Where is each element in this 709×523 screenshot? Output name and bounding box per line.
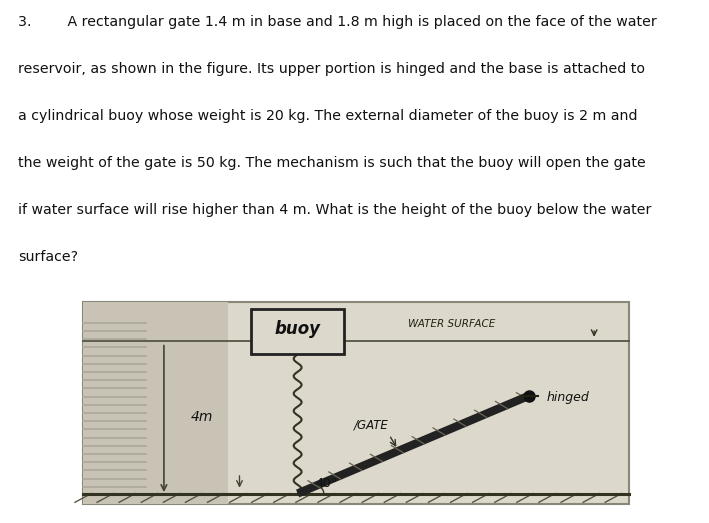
Text: /GATE: /GATE: [354, 419, 389, 432]
Bar: [251, 309, 344, 355]
Text: 3.        A rectangular gate 1.4 m in base and 1.8 m high is placed on the face : 3. A rectangular gate 1.4 m in base and …: [18, 15, 657, 29]
Text: the weight of the gate is 50 kg. The mechanism is such that the buoy will open t: the weight of the gate is 50 kg. The mec…: [18, 156, 645, 170]
Text: reservoir, as shown in the figure. Its upper portion is hinged and the base is a: reservoir, as shown in the figure. Its u…: [18, 62, 644, 76]
Text: WATER SURFACE: WATER SURFACE: [408, 319, 496, 328]
Text: if water surface will rise higher than 4 m. What is the height of the buoy below: if water surface will rise higher than 4…: [18, 203, 651, 217]
Text: buoy: buoy: [274, 321, 320, 338]
Text: 40°: 40°: [315, 477, 337, 490]
Bar: [82, 302, 228, 504]
Text: hinged: hinged: [547, 391, 589, 404]
Text: a cylindrical buoy whose weight is 20 kg. The external diameter of the buoy is 2: a cylindrical buoy whose weight is 20 kg…: [18, 109, 637, 123]
Text: 4m: 4m: [191, 411, 213, 424]
Text: surface?: surface?: [18, 251, 78, 264]
